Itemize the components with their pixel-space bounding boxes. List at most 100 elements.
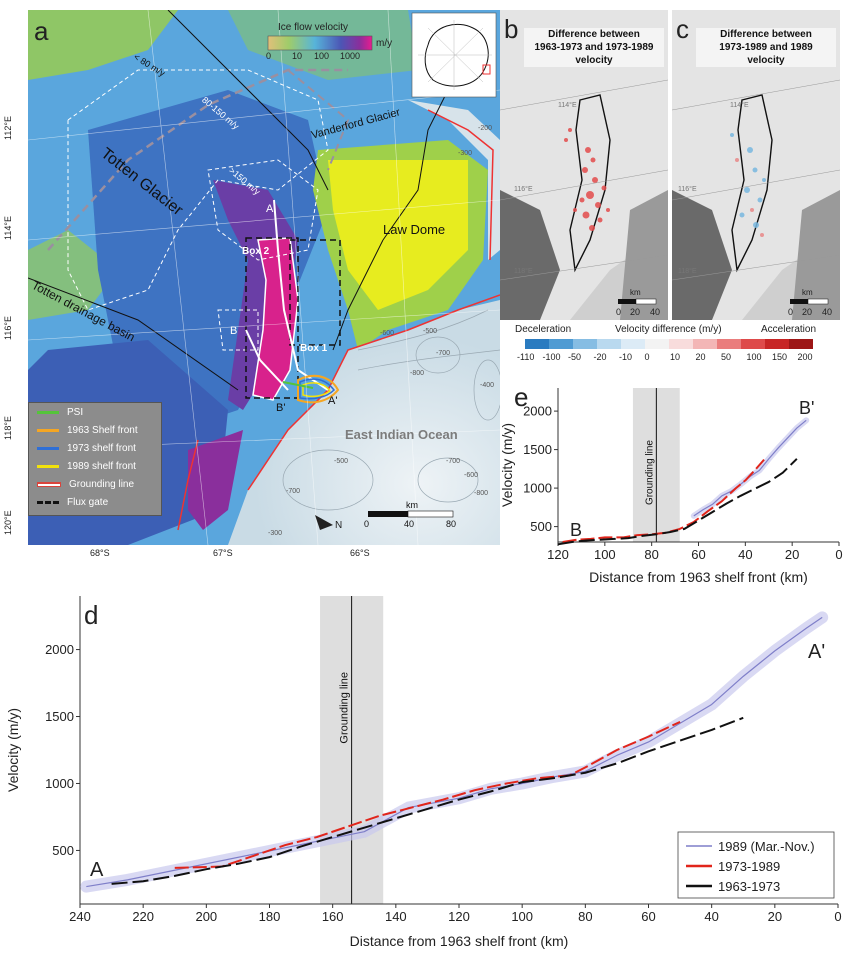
y-axis-label: Velocity (m/y) [5, 708, 21, 792]
colorbar-tick: 1000 [340, 51, 360, 61]
law-dome-label: Law Dome [383, 222, 445, 237]
map-scalebar-tick: 0 [364, 519, 369, 529]
x-tick-label: 0 [835, 547, 842, 562]
diff-tick-label: 150 [772, 352, 787, 362]
ocean-label: East Indian Ocean [345, 427, 458, 442]
diff-center-label: Velocity difference (m/y) [615, 324, 722, 335]
diff-swatch [717, 339, 741, 349]
panel-b-label: b [504, 14, 518, 45]
diff-right-label: Acceleration [761, 324, 816, 335]
series-line [175, 722, 680, 868]
profile-end-label: A' [808, 641, 825, 663]
lat-label: 114°E [3, 216, 13, 240]
diff-tick-label: -50 [568, 352, 581, 362]
diff-tick-label: -100 [543, 352, 561, 362]
x-tick-label: 80 [644, 547, 658, 562]
diff-swatch [669, 339, 693, 349]
diff-tick-label: 100 [747, 352, 762, 362]
panel-a-label: a [34, 16, 48, 47]
y-tick-label: 1000 [45, 776, 74, 791]
grid-label: 118°E [514, 268, 533, 275]
y-tick-label: 2000 [45, 642, 74, 657]
diff-left-label: Deceleration [515, 324, 571, 335]
legend-row-1989: 1989 shelf front [37, 461, 136, 472]
diff-tick-label: 200 [798, 352, 813, 362]
legend-label: 1973-1989 [718, 859, 780, 874]
diff-swatch [765, 339, 789, 349]
x-tick-label: 100 [511, 909, 533, 924]
lat-label: 112°E [3, 116, 13, 140]
velocity-colorbar [268, 36, 372, 50]
lon-label: 68°S [90, 548, 110, 558]
diff-swatch [741, 339, 765, 349]
colorbar-tick: 0 [266, 51, 271, 61]
x-tick-label: 120 [547, 547, 569, 562]
lat-label: 120°E [3, 510, 13, 535]
contour-label: -300 [268, 530, 282, 537]
grid-label: 118°E [678, 268, 697, 275]
legend-row-1963: 1963 Shelf front [37, 425, 138, 436]
panel-b-scalebar-tick: 40 [650, 307, 660, 317]
x-tick-label: 100 [594, 547, 616, 562]
diff-tick-label: -20 [594, 352, 607, 362]
x-tick-label: 80 [578, 909, 592, 924]
contour-label: -200 [478, 125, 492, 132]
diff-swatches [525, 339, 813, 349]
lat-label: 118°E [3, 416, 13, 440]
diff-swatch [789, 339, 813, 349]
contour-label: -800 [474, 490, 488, 497]
diff-tick-label: 50 [721, 352, 731, 362]
y-tick-label: 500 [52, 843, 74, 858]
point-a-label: A [266, 203, 273, 215]
contour-label: -800 [410, 370, 424, 377]
diff-swatch [597, 339, 621, 349]
grid-label: 114°E [730, 102, 749, 109]
grid-label: 116°E [678, 186, 697, 193]
contour-label: -500 [334, 458, 348, 465]
x-tick-label: 40 [704, 909, 718, 924]
y-axis-label: Velocity (m/y) [500, 423, 515, 507]
x-axis-label: Distance from 1963 shelf front (km) [589, 569, 808, 585]
contour-label: -700 [436, 350, 450, 357]
x-tick-label: 240 [69, 909, 91, 924]
diff-tick-label: 20 [696, 352, 706, 362]
legend-row-fluxgate: Flux gate [37, 497, 108, 508]
x-tick-label: 140 [385, 909, 407, 924]
x-tick-label: 40 [738, 547, 752, 562]
x-tick-label: 200 [195, 909, 217, 924]
diff-tick-label: 10 [670, 352, 680, 362]
map-scalebar-tick: 40 [404, 519, 414, 529]
legend-label: 1963-1973 [718, 879, 780, 894]
diff-swatch [525, 339, 549, 349]
panel-a-map: a Ice flow velocity m/y 0 10 100 1000 To… [28, 10, 500, 545]
x-tick-label: 60 [641, 909, 655, 924]
contour-label: -500 [423, 328, 437, 335]
x-tick-label: 120 [448, 909, 470, 924]
lon-label: 67°S [213, 548, 233, 558]
map-scalebar-unit: km [406, 500, 418, 510]
profile-start-label: B [570, 520, 582, 540]
panel-d-label: d [84, 600, 98, 631]
north-label: N [335, 520, 342, 531]
x-tick-label: 60 [691, 547, 705, 562]
diff-tick-label: 0 [645, 352, 650, 362]
x-tick-label: 20 [768, 909, 782, 924]
map-scalebar-tick: 80 [446, 519, 456, 529]
contour-label: -600 [464, 472, 478, 479]
panel-c-label: c [676, 14, 689, 45]
grounding-line-label: Grounding line [644, 440, 655, 505]
panel-c-scalebar-tick: 40 [822, 307, 832, 317]
legend-label: 1989 (Mar.-Nov.) [718, 839, 815, 854]
diff-swatch [693, 339, 717, 349]
panel-b-scalebar-tick: 0 [616, 307, 621, 317]
legend-row-1973: 1973 shelf front [37, 443, 136, 454]
x-tick-label: 0 [834, 909, 841, 924]
colorbar-title: Ice flow velocity [278, 22, 348, 33]
x-tick-label: 160 [322, 909, 344, 924]
